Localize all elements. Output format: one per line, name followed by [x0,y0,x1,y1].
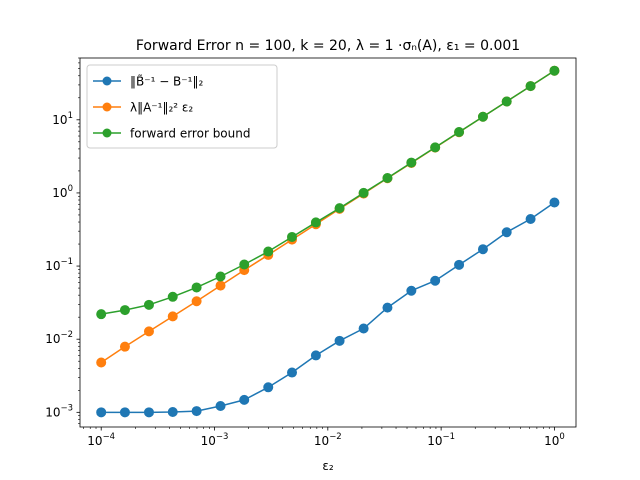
x-tick-label: 10−3 [201,432,229,448]
data-point [310,350,321,361]
data-point [167,407,178,418]
data-point [549,65,560,76]
data-point [143,299,154,310]
x-tick-label: 10−2 [314,432,342,448]
data-point [430,275,441,286]
data-point [119,341,130,352]
data-point [96,309,107,320]
data-point [96,407,107,418]
data-point [358,187,369,198]
data-point [501,96,512,107]
data-point [239,394,250,405]
x-tick-label: 10−1 [427,432,455,448]
legend-swatch-marker [102,76,112,86]
legend-label: forward error bound [130,127,250,141]
data-point [96,357,107,368]
data-point [287,231,298,242]
y-tick-label: 101 [52,111,73,127]
x-tick-label: 100 [544,432,565,448]
data-point [477,111,488,122]
y-tick-label: 10−3 [45,403,73,419]
y-tick-label: 100 [52,184,73,200]
data-point [215,401,226,412]
chart-title: Forward Error n = 100, k = 20, λ = 1 ·σₙ… [136,38,520,54]
series-1 [96,197,560,418]
data-point [501,227,512,238]
data-point [191,282,202,293]
data-point [334,203,345,214]
x-tick-label: 10−4 [87,432,115,448]
data-point [382,173,393,184]
data-point [358,323,369,334]
data-point [263,246,274,257]
data-point [263,382,274,393]
data-point [287,367,298,378]
data-point [119,407,130,418]
data-point [382,302,393,313]
data-point [406,285,417,296]
legend-item: forward error bound [93,127,250,141]
data-point [334,335,345,346]
legend-swatch-marker [102,102,112,112]
legend-frame [86,64,278,149]
legend-label: ‖B̃⁻¹ − B⁻¹‖₂ [130,74,203,88]
axes-frame [79,57,577,428]
data-point [525,214,536,225]
data-point [454,127,465,138]
data-point [406,157,417,168]
data-point [167,311,178,322]
legend-item: ‖B̃⁻¹ − B⁻¹‖₂ [93,74,203,89]
data-point [167,291,178,302]
data-point [525,81,536,92]
legend: ‖B̃⁻¹ − B⁻¹‖₂ λ‖A⁻¹‖₂² ε₂ forward error bo… [86,64,278,149]
data-point [215,271,226,282]
y-tick-label: 10−2 [45,330,73,346]
legend-swatch-marker [102,128,112,138]
data-point [430,142,441,153]
data-point [191,406,202,417]
data-point [239,259,250,270]
data-point [549,197,560,208]
legend-item: λ‖A⁻¹‖₂² ε₂ [93,101,193,115]
data-point [310,217,321,228]
series-3 [96,65,560,320]
data-point [191,296,202,307]
series-layer [96,65,560,418]
data-point [215,280,226,291]
x-axis-ticks: 10−4 10−3 10−2 10−1 100 [83,427,565,448]
legend-label: λ‖A⁻¹‖₂² ε₂ [130,101,193,115]
data-point [454,259,465,270]
x-axis-title: ε₂ [322,459,333,473]
y-tick-label: 10−1 [45,257,73,273]
data-point [143,326,154,337]
data-point [143,407,154,418]
data-point [477,244,488,255]
data-point [119,305,130,316]
